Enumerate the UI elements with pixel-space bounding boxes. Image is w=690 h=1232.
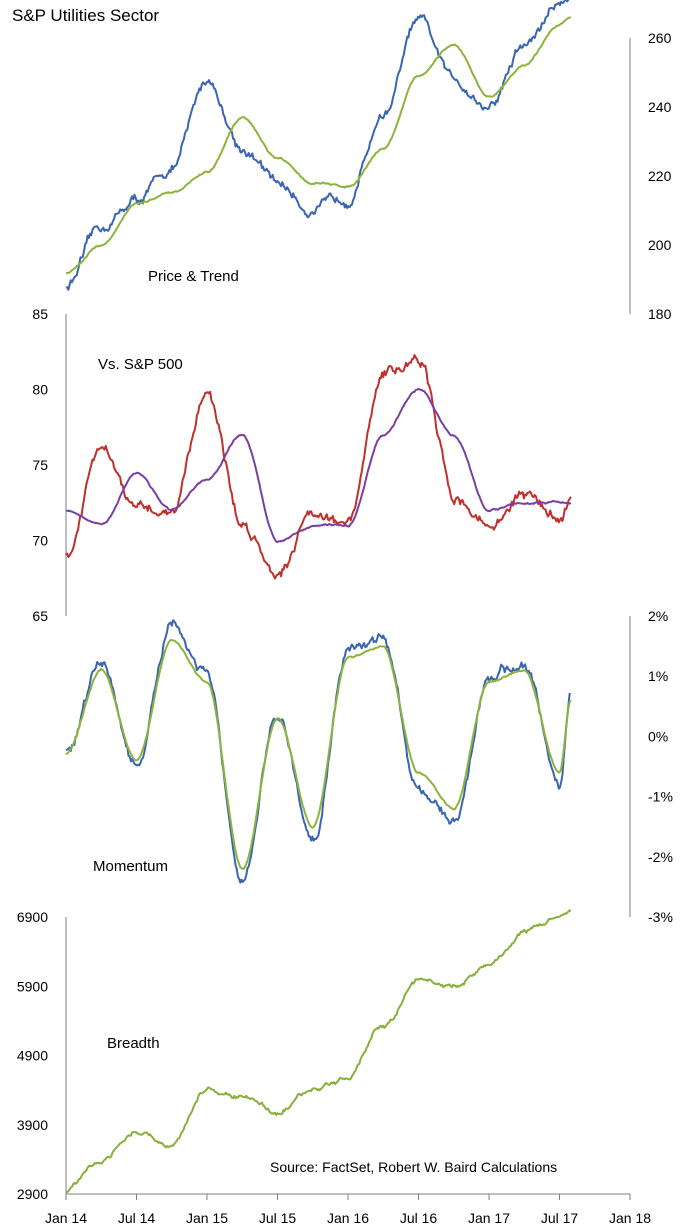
- panel-3-y-tick-label: -1%: [648, 789, 673, 805]
- panel-4-y-tick-label: 2900: [17, 1186, 48, 1202]
- panel-4-y-tick-label: 6900: [17, 909, 48, 925]
- panel-1-series-1-line: [65, 0, 570, 291]
- x-tick-label: Jan 17: [468, 1210, 510, 1226]
- panel-2-label: Vs. S&P 500: [98, 356, 183, 373]
- x-tick-label: Jan 16: [327, 1210, 369, 1226]
- labels-layer: 180 200 220 240 260 Price & Trend 65 70 75 80 85 Vs…: [17, 30, 673, 1226]
- panel-2-y-tick-label: 65: [32, 608, 48, 624]
- x-tick-label: Jan 14: [45, 1210, 87, 1226]
- panel-3-series-2-line: [65, 639, 572, 870]
- panel-1-y-tick-label: 200: [648, 237, 672, 253]
- source-note: Source: FactSet, Robert W. Baird Calcula…: [270, 1159, 557, 1175]
- x-tick-label: Jul 16: [400, 1210, 438, 1226]
- panel-4-y-tick-label: 5900: [17, 978, 48, 994]
- panel-4-y-tick-label: 3900: [17, 1117, 48, 1133]
- panel-1-series-2-line: [65, 16, 572, 275]
- panel-3-label: Momentum: [93, 858, 168, 875]
- panel-2-y-tick-label: 75: [32, 457, 48, 473]
- axes-layer: [65, 38, 631, 1200]
- panel-3-y-tick-label: -2%: [648, 849, 673, 865]
- x-tick-label: Jul 17: [541, 1210, 579, 1226]
- x-tick-label: Jul 15: [259, 1210, 297, 1226]
- panel-4-y-tick-label: 4900: [17, 1048, 48, 1064]
- panel-2-y-tick-label: 80: [32, 382, 48, 398]
- series-layer: [65, 0, 572, 1193]
- panel-3-y-tick-label: -3%: [648, 909, 673, 925]
- panel-1-y-tick-label: 260: [648, 30, 672, 46]
- panel-2-y-tick-label: 85: [32, 306, 48, 322]
- panel-3-y-tick-label: 1%: [648, 668, 668, 684]
- panel-4-label: Breadth: [107, 1035, 160, 1052]
- x-tick-label: Jan 18: [609, 1210, 651, 1226]
- panel-3-y-tick-label: 2%: [648, 608, 668, 624]
- panel-1-y-tick-label: 240: [648, 99, 672, 115]
- chart-title: S&P Utilities Sector: [12, 6, 160, 25]
- panel-1-y-tick-label: 220: [648, 168, 672, 184]
- panel-2-y-tick-label: 70: [32, 533, 48, 549]
- panel-1-y-tick-label: 180: [648, 306, 672, 322]
- x-tick-label: Jul 14: [118, 1210, 156, 1226]
- panel-2-series-1-line: [65, 354, 572, 580]
- panel-2-series-2-line: [65, 388, 572, 543]
- x-tick-label: Jan 15: [186, 1210, 228, 1226]
- panel-3-y-tick-label: 0%: [648, 728, 668, 744]
- panel-1-label: Price & Trend: [148, 268, 239, 285]
- panel-4-series-1-line: [65, 909, 572, 1193]
